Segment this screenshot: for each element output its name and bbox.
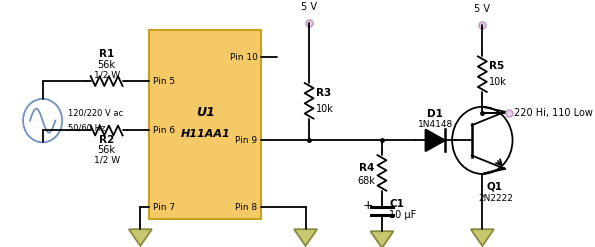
Text: C1: C1 xyxy=(389,199,404,208)
Text: 1/2 W: 1/2 W xyxy=(93,155,120,164)
Text: 10 μF: 10 μF xyxy=(389,210,416,220)
Text: +: + xyxy=(362,199,373,212)
Text: 5 V: 5 V xyxy=(301,2,317,12)
Text: 1/2 W: 1/2 W xyxy=(93,70,120,79)
Text: Pin 8: Pin 8 xyxy=(236,203,258,212)
Text: 68k: 68k xyxy=(357,176,375,186)
Text: Q1: Q1 xyxy=(487,182,503,192)
Text: H11AA1: H11AA1 xyxy=(180,129,230,139)
Text: 1N4148: 1N4148 xyxy=(418,121,453,129)
Text: R2: R2 xyxy=(99,135,114,145)
Text: 50/60 Hz: 50/60 Hz xyxy=(67,124,105,133)
Text: Pin 10: Pin 10 xyxy=(230,53,258,62)
Text: 56k: 56k xyxy=(98,60,115,70)
Polygon shape xyxy=(471,229,494,246)
Text: Pin 6: Pin 6 xyxy=(153,126,175,135)
Text: 220 Hi, 110 Low: 220 Hi, 110 Low xyxy=(514,108,593,118)
Text: R1: R1 xyxy=(99,49,114,59)
FancyBboxPatch shape xyxy=(149,30,261,219)
Text: R3: R3 xyxy=(316,88,331,98)
Polygon shape xyxy=(371,231,393,247)
Text: Pin 7: Pin 7 xyxy=(153,203,175,212)
Text: R4: R4 xyxy=(359,163,375,173)
Text: 10k: 10k xyxy=(316,104,334,114)
Text: 2N2222: 2N2222 xyxy=(478,194,513,203)
Text: 10k: 10k xyxy=(490,77,508,87)
Text: Pin 5: Pin 5 xyxy=(153,77,175,86)
Polygon shape xyxy=(294,229,317,246)
Text: R5: R5 xyxy=(490,61,505,71)
Polygon shape xyxy=(129,229,152,246)
Text: 5 V: 5 V xyxy=(474,4,490,14)
Polygon shape xyxy=(425,129,445,151)
Text: 56k: 56k xyxy=(98,145,115,155)
Text: D1: D1 xyxy=(427,109,443,119)
Text: U1: U1 xyxy=(196,106,215,119)
Text: 120/220 V ac: 120/220 V ac xyxy=(67,108,123,117)
Text: Pin 9: Pin 9 xyxy=(236,136,258,145)
